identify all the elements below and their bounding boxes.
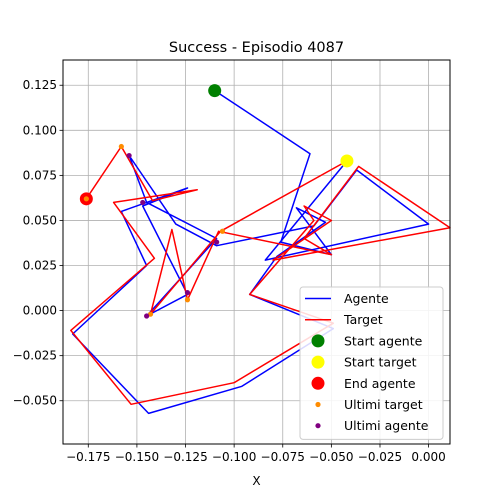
legend-label: End agente — [344, 376, 416, 391]
point-ultimi-agente — [214, 239, 220, 245]
y-tick-label: 0.050 — [23, 213, 57, 227]
point-ultimi-target — [147, 311, 154, 317]
legend-label: Start target — [344, 355, 417, 370]
legend: Agente Target Start agente Start target End … — [299, 286, 444, 440]
point-ultimi-agente — [126, 152, 132, 159]
ticks: −0.175 −0.150 −0.125 −0.100 −0.075 −0.050 −0.0… — [13, 78, 446, 464]
legend-label: Ultimi agente — [344, 418, 429, 433]
y-tick-label: −0.025 — [13, 349, 57, 363]
legend-swatch — [311, 334, 325, 348]
marker-start-agente — [208, 84, 222, 98]
point-ultimi-target — [184, 297, 191, 303]
x-tick-label: −0.075 — [261, 450, 305, 464]
x-tick-label: −0.125 — [163, 450, 207, 464]
x-tick-label: −0.050 — [309, 450, 353, 464]
x-tick-label: −0.100 — [212, 450, 256, 464]
y-tick-label: 0.075 — [23, 168, 57, 182]
legend-swatch — [311, 376, 325, 390]
point-ultimi-agente — [144, 313, 150, 319]
x-tick-label: −0.150 — [115, 450, 159, 464]
legend-label: Target — [343, 312, 383, 327]
point-ultimi-target — [219, 228, 226, 234]
y-tick-label: 0.025 — [23, 259, 57, 273]
plot-frame — [62, 59, 451, 445]
y-tick-label: 0.000 — [23, 304, 57, 318]
y-tick-label: 0.100 — [23, 123, 57, 137]
chart-title: Success - Episodio 4087 — [169, 40, 344, 56]
x-tick-label: 0.000 — [411, 450, 445, 464]
point-ultimi-agente — [184, 289, 191, 296]
legend-swatch — [311, 355, 325, 369]
y-tick-label: −0.050 — [13, 394, 57, 408]
legend-swatch — [315, 401, 321, 408]
legend-label: Agente — [344, 291, 389, 306]
x-tick-label: −0.025 — [358, 450, 402, 464]
legend-label: Ultimi target — [344, 397, 423, 412]
legend-swatch — [315, 423, 321, 429]
x-axis-label: X — [252, 474, 260, 488]
legend-label: Start agente — [344, 333, 423, 348]
series-layer — [70, 84, 451, 415]
point-ultimi-agente — [140, 199, 146, 206]
point-ultimi-target — [83, 196, 89, 202]
y-tick-label: 0.125 — [23, 78, 57, 92]
point-ultimi-target — [118, 143, 124, 150]
x-tick-label: −0.175 — [66, 450, 110, 464]
marker-start-target — [340, 154, 354, 168]
legend-box — [299, 286, 444, 440]
